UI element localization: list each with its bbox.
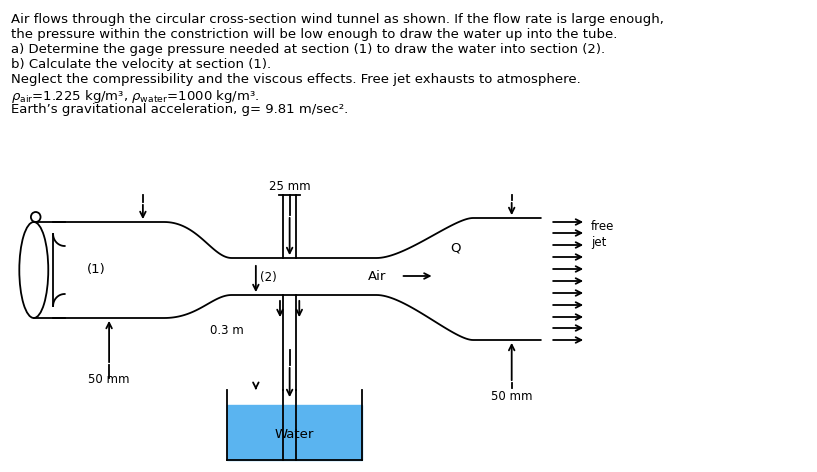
Text: Earth’s gravitational acceleration, g= 9.81 m/sec².: Earth’s gravitational acceleration, g= 9… [11,103,348,116]
Text: (2): (2) [260,270,277,284]
Text: 50 mm: 50 mm [491,390,533,403]
Bar [227,405,362,460]
Text: the pressure within the constriction will be low enough to draw the water up int: the pressure within the constriction wil… [11,28,617,41]
Text: b) Calculate the velocity at section (1).: b) Calculate the velocity at section (1)… [11,58,270,71]
Text: 25 mm: 25 mm [269,180,310,193]
Text: Air: Air [368,270,386,283]
Text: free
jet: free jet [591,220,614,249]
Text: a) Determine the gage pressure needed at section (1) to draw the water into sect: a) Determine the gage pressure needed at… [11,43,605,56]
Text: $\rho_\mathregular{air}$=1.225 kg/m³, $\rho_\mathregular{water}$=1000 kg/m³.: $\rho_\mathregular{air}$=1.225 kg/m³, $\… [11,88,259,105]
Text: Water: Water [275,429,315,441]
Text: Air flows through the circular cross-section wind tunnel as shown. If the flow r: Air flows through the circular cross-sec… [11,13,663,26]
Text: 0.3 m: 0.3 m [209,323,243,337]
Text: (1): (1) [87,263,106,277]
Text: Q: Q [450,242,461,254]
Text: 50 mm: 50 mm [88,373,130,386]
Text: Neglect the compressibility and the viscous effects. Free jet exhausts to atmosp: Neglect the compressibility and the visc… [11,73,580,86]
